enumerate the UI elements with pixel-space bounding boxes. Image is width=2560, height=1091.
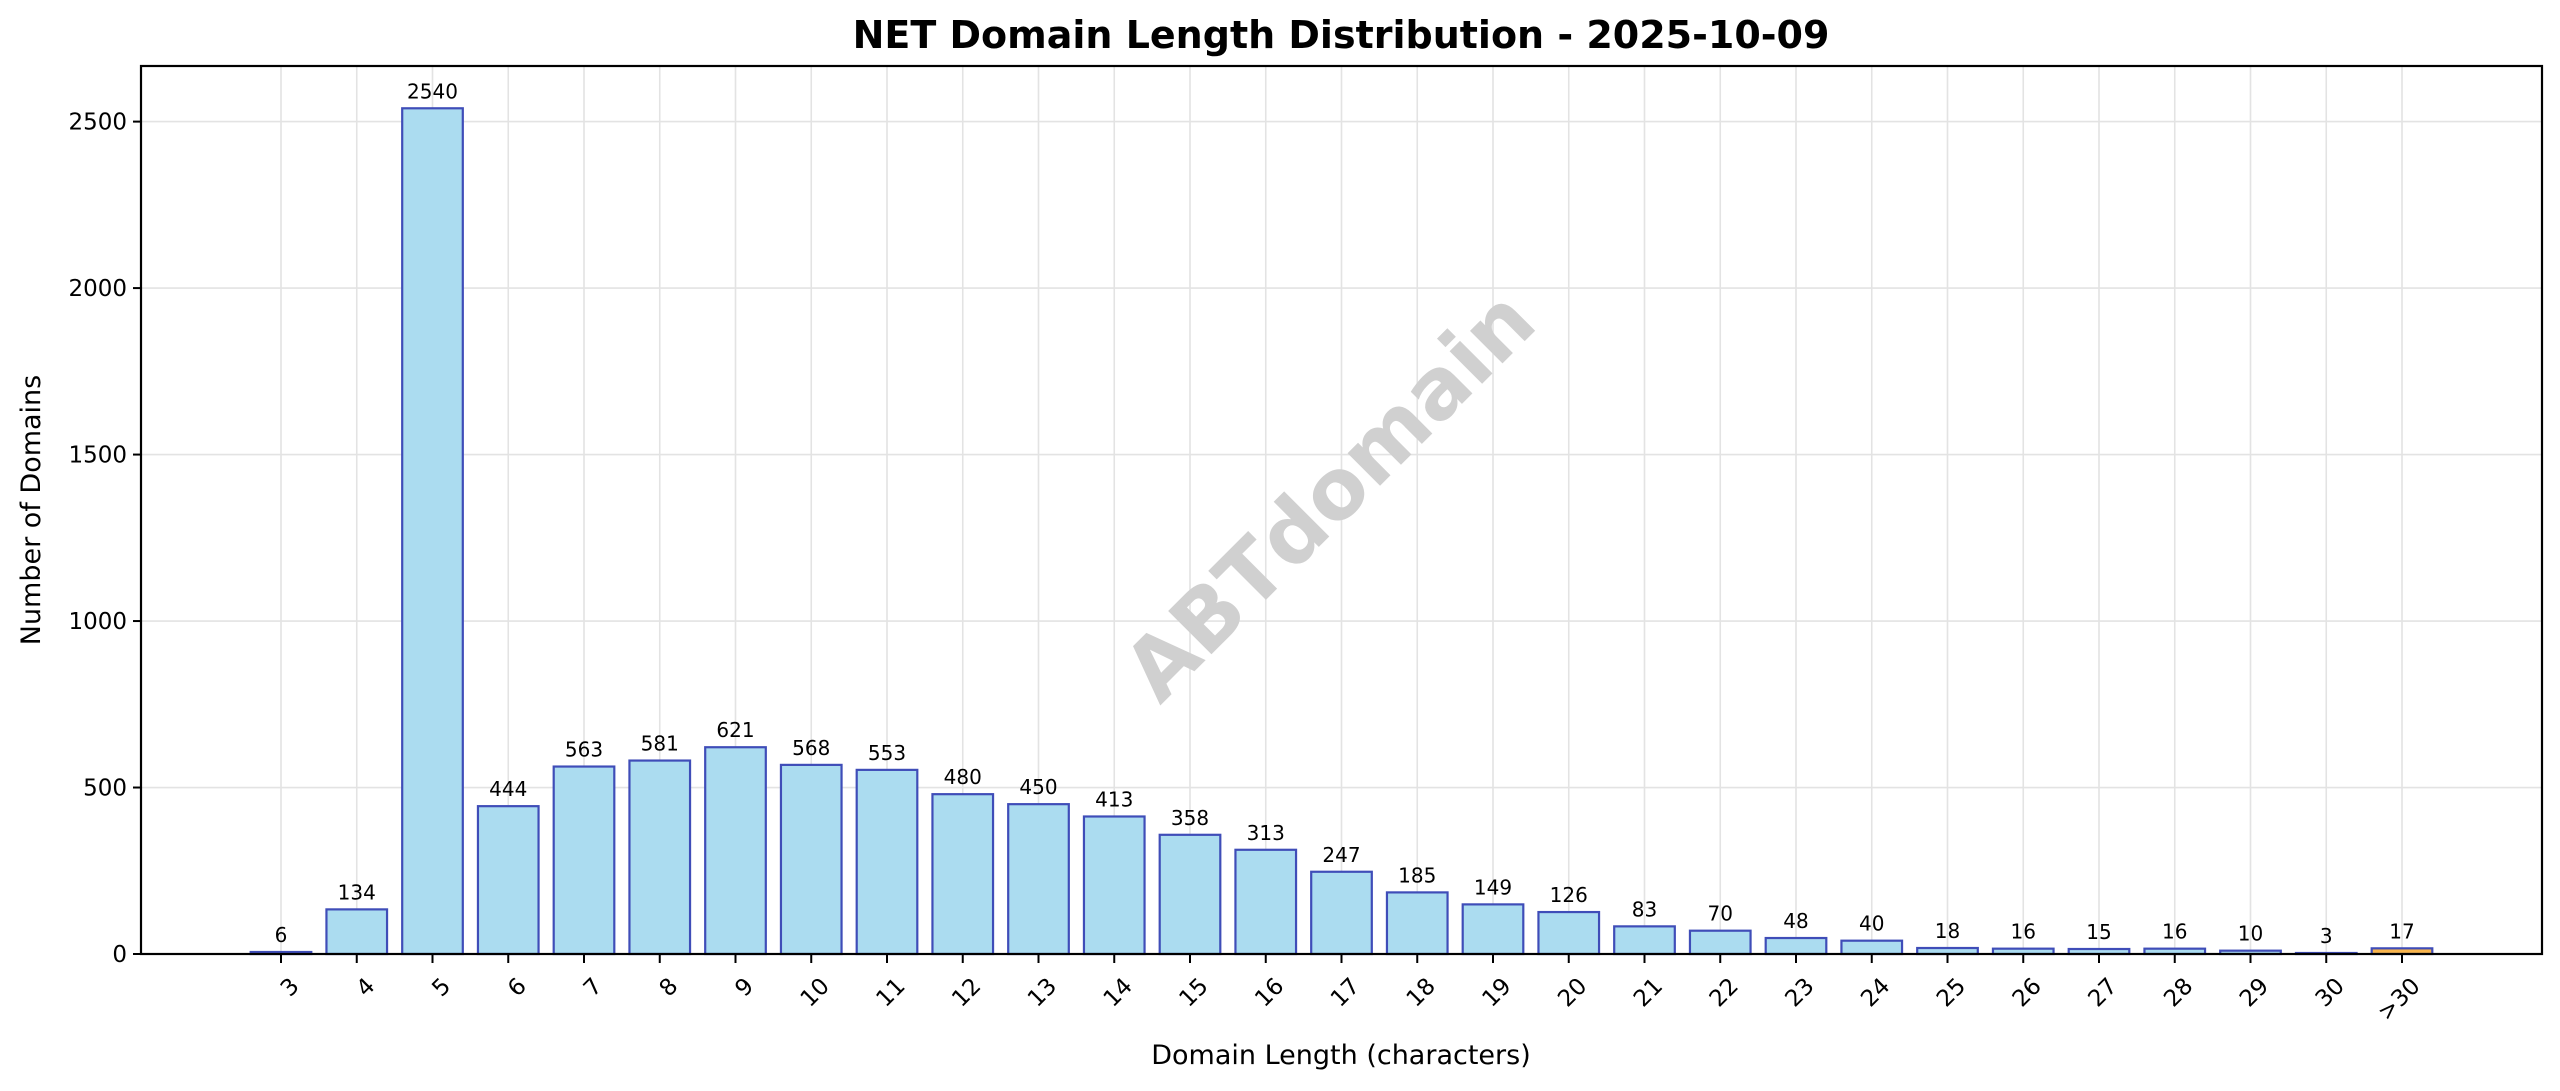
watermark: ABTdomain xyxy=(1105,271,1554,720)
x-axis-ticks: 3 4 5 6 7 8 9 10 11 12 13 14 15 16 17 18 19 20 21 22 23 24 25 2… xyxy=(276,954,2426,1026)
y-tick-label: 500 xyxy=(83,776,127,802)
bar xyxy=(1082,815,1146,956)
bar-value-label: 40 xyxy=(1859,912,1884,936)
bar-value-label: 581 xyxy=(641,732,679,756)
x-tick-label: 27 xyxy=(2084,973,2123,1012)
x-tick-label: 14 xyxy=(1099,973,1138,1012)
bar-value-label: 48 xyxy=(1783,909,1808,933)
x-tick-label: 3 xyxy=(276,973,305,1002)
x-tick-label: 7 xyxy=(579,973,608,1002)
x-tick-label: 25 xyxy=(1932,973,1971,1012)
bar-value-label: 563 xyxy=(565,738,603,762)
bar-value-label: 10 xyxy=(2238,922,2263,946)
bar xyxy=(1385,891,1449,956)
x-tick-label: 19 xyxy=(1478,973,1517,1012)
bar-value-label: 149 xyxy=(1474,875,1512,899)
x-tick-label: 24 xyxy=(1856,973,1895,1012)
y-tick-label: 1500 xyxy=(68,443,127,469)
bar-value-label: 15 xyxy=(2086,920,2111,944)
bar-value-label: 18 xyxy=(1935,919,1960,943)
bars xyxy=(249,107,2434,956)
bar xyxy=(552,765,616,956)
bar xyxy=(931,793,995,956)
bar xyxy=(401,107,464,956)
y-axis-ticks: 0 500 1000 1500 2000 2500 xyxy=(68,110,141,968)
x-tick-label: 16 xyxy=(1250,973,1289,1012)
x-tick-label: 18 xyxy=(1402,973,1441,1012)
y-tick-label: 2500 xyxy=(68,110,127,136)
bar xyxy=(1688,929,1752,956)
bar-value-label: 70 xyxy=(1708,902,1733,926)
bar-value-label: 17 xyxy=(2389,919,2414,943)
y-tick-label: 2000 xyxy=(68,276,127,302)
x-tick-label: 30 xyxy=(2311,973,2350,1012)
x-tick-label: 21 xyxy=(1629,973,1668,1012)
bar-value-label: 247 xyxy=(1322,843,1360,867)
bar-value-label: 568 xyxy=(792,736,830,760)
x-tick-label: >30 xyxy=(2373,973,2426,1026)
x-tick-label: 13 xyxy=(1023,973,1062,1012)
x-tick-label: 20 xyxy=(1553,973,1592,1012)
bar-value-label: 480 xyxy=(944,765,982,789)
bar-value-label: 83 xyxy=(1632,897,1657,921)
bar xyxy=(1158,833,1222,956)
y-axis-label: Number of Domains xyxy=(16,375,47,646)
bar-value-label: 553 xyxy=(868,741,906,765)
x-axis-label: Domain Length (characters) xyxy=(1151,1040,1531,1071)
x-tick-label: 11 xyxy=(872,973,911,1012)
bar-value-label: 3 xyxy=(2320,924,2333,948)
bar-value-label: 413 xyxy=(1095,787,1133,811)
bar xyxy=(476,805,540,956)
y-tick-label: 1000 xyxy=(68,609,127,635)
chart-title: NET Domain Length Distribution - 2025-10… xyxy=(853,13,1830,57)
bar-value-label: 126 xyxy=(1550,883,1588,907)
bar xyxy=(1613,925,1676,956)
bar-value-label: 358 xyxy=(1171,806,1209,830)
bar xyxy=(1537,910,1601,956)
bar-value-label: 6 xyxy=(275,923,288,947)
bar-value-label: 2540 xyxy=(407,79,458,103)
bar xyxy=(1007,803,1070,956)
x-tick-label: 8 xyxy=(655,973,684,1002)
x-tick-label: 28 xyxy=(2159,973,2198,1012)
bar-value-label: 313 xyxy=(1247,821,1285,845)
x-tick-label: 26 xyxy=(2008,973,2047,1012)
x-tick-label: 6 xyxy=(503,973,532,1002)
x-tick-label: 29 xyxy=(2235,973,2274,1012)
bar xyxy=(779,763,843,956)
bar xyxy=(1234,848,1298,956)
x-tick-label: 17 xyxy=(1326,973,1365,1012)
bar xyxy=(1310,870,1373,956)
bar xyxy=(855,768,919,956)
x-tick-label: 10 xyxy=(796,973,835,1012)
x-tick-label: 15 xyxy=(1175,973,1214,1012)
x-tick-label: 4 xyxy=(352,973,381,1002)
bar xyxy=(1461,903,1525,956)
bar-value-label: 444 xyxy=(489,777,527,801)
bar xyxy=(1764,936,1828,956)
bar xyxy=(628,759,692,956)
bar-value-label: 16 xyxy=(2162,920,2187,944)
bar-value-label: 134 xyxy=(338,880,376,904)
x-tick-label: 9 xyxy=(730,973,759,1002)
x-tick-label: 12 xyxy=(947,973,986,1012)
x-tick-label: 22 xyxy=(1705,973,1744,1012)
bar-value-label: 16 xyxy=(2011,920,2036,944)
bar-value-label: 450 xyxy=(1019,775,1057,799)
bar-value-label: 621 xyxy=(716,718,754,742)
x-tick-label: 23 xyxy=(1781,973,1820,1012)
bar xyxy=(325,908,389,956)
bar-value-label: 185 xyxy=(1398,863,1436,887)
bar xyxy=(704,746,767,956)
x-tick-label: 5 xyxy=(427,973,456,1002)
y-tick-label: 0 xyxy=(112,942,127,968)
bar xyxy=(1840,939,1904,956)
